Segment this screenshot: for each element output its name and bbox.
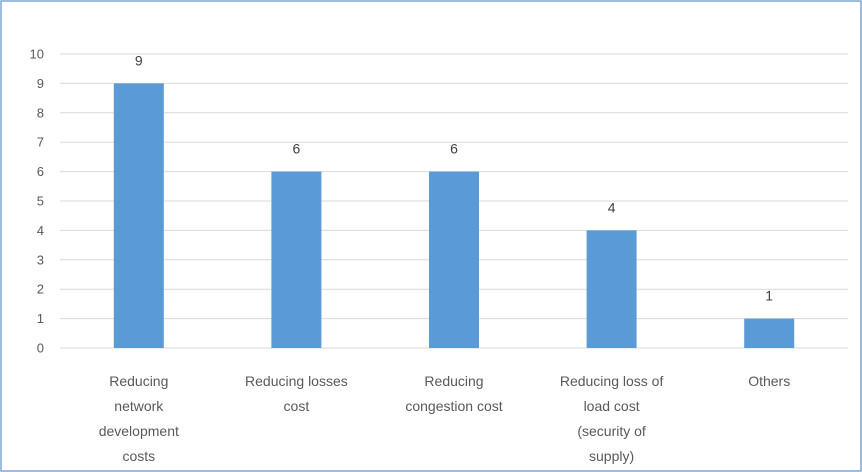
y-tick-label: 2 [37, 282, 44, 297]
x-category-label: (security of [577, 423, 646, 439]
bar [113, 83, 164, 349]
x-category-label: supply) [589, 448, 634, 464]
x-category-label: congestion cost [405, 398, 502, 414]
x-category-label: network [114, 398, 164, 414]
bars [113, 83, 795, 349]
bar [271, 171, 322, 348]
y-tick-label: 9 [37, 76, 44, 91]
x-category-label: Reducing [109, 373, 168, 389]
y-tick-label: 8 [37, 105, 44, 120]
data-labels: 9 6 6 4 1 [135, 52, 773, 303]
x-category-label: Others [748, 373, 790, 389]
bar [429, 171, 479, 348]
gridlines [60, 53, 848, 349]
bar-data-label: 1 [765, 288, 773, 304]
x-category-label: Reducing losses [245, 373, 348, 389]
x-category-label: development [99, 423, 179, 439]
y-tick-label: 6 [37, 164, 44, 179]
x-category-label: cost [284, 398, 310, 414]
y-tick-label: 3 [37, 252, 44, 267]
y-axis-tick-labels: 0 1 2 3 4 5 6 7 8 9 10 [30, 47, 44, 356]
bar-data-label: 9 [135, 52, 143, 68]
x-axis-category-labels: Reducing network development costs Reducing … [99, 373, 790, 464]
y-tick-label: 4 [37, 223, 44, 238]
y-tick-label: 5 [37, 194, 44, 209]
x-category-label: Reducing loss of [560, 373, 664, 389]
bar [744, 318, 795, 348]
bar-data-label: 6 [450, 141, 458, 157]
bar-data-label: 4 [608, 199, 616, 215]
y-tick-label: 0 [37, 341, 44, 356]
x-category-label: costs [122, 448, 155, 464]
x-category-label: load cost [584, 398, 640, 414]
y-tick-label: 7 [37, 135, 44, 150]
bar-data-label: 6 [293, 141, 301, 157]
bar [586, 230, 637, 348]
y-tick-label: 10 [30, 47, 44, 62]
y-tick-label: 1 [37, 311, 44, 326]
x-category-label: Reducing [424, 373, 483, 389]
